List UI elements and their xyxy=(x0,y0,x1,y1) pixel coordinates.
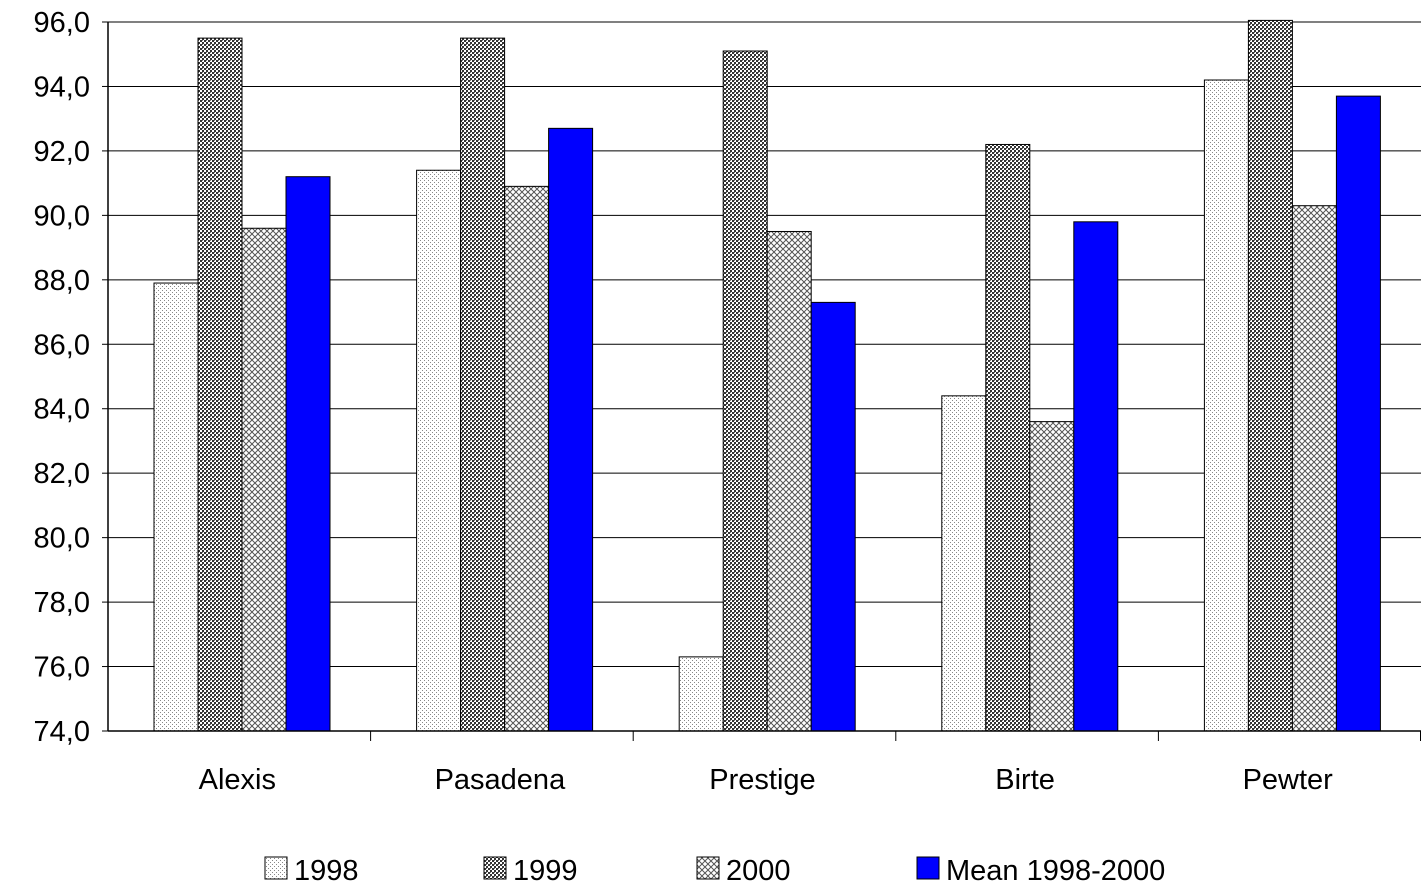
bar-1998-pewter xyxy=(1203,79,1249,732)
y-tick-label: 92,0 xyxy=(34,136,90,168)
legend-label: Mean 1998-2000 xyxy=(946,855,1165,887)
legend-label: 1998 xyxy=(294,855,359,887)
legend-label: 1999 xyxy=(513,855,578,887)
legend-swatch-1998 xyxy=(264,856,288,880)
bar-2000-pewter xyxy=(1291,205,1337,732)
legend-label: 2000 xyxy=(726,855,791,887)
y-tick-label: 74,0 xyxy=(34,716,90,748)
bar-1999-alexis xyxy=(197,37,243,732)
bar-1999-prestige xyxy=(722,50,768,732)
y-tick-label: 86,0 xyxy=(34,329,90,361)
bars xyxy=(153,19,1381,732)
x-category-label: Alexis xyxy=(199,764,276,796)
y-tick-label: 80,0 xyxy=(34,523,90,555)
bar-1998-prestige xyxy=(678,656,724,732)
x-category-labels: Alexis Pasadena Prestige Birte Pewter xyxy=(199,764,1334,796)
bar-mean-1998-2000-birte xyxy=(1073,221,1119,732)
bar-mean-1998-2000-alexis xyxy=(285,176,331,732)
bar-2000-alexis xyxy=(241,227,287,732)
bar-1998-birte xyxy=(941,395,987,732)
bar-mean-1998-2000-pasadena xyxy=(548,127,594,732)
bar-mean-1998-2000-prestige xyxy=(810,301,856,732)
y-tick-label: 96,0 xyxy=(34,7,90,39)
bar-1999-pewter xyxy=(1247,19,1293,732)
y-tick-label: 84,0 xyxy=(34,394,90,426)
bar-1999-pasadena xyxy=(460,37,506,732)
bar-mean-1998-2000-pewter xyxy=(1335,95,1381,732)
y-tick-label: 94,0 xyxy=(34,71,90,103)
x-category-label: Prestige xyxy=(709,764,815,796)
y-tick-label: 78,0 xyxy=(34,587,90,619)
y-tick-labels: 74,0 76,0 78,0 80,0 82,0 84,0 86,0 88,0 90,0 92,0… xyxy=(34,7,90,748)
y-tick-label: 76,0 xyxy=(34,652,90,684)
legend: 1998 1999 2000 Mean 1998-2000 xyxy=(264,855,1165,887)
legend-swatch-1999 xyxy=(483,856,507,880)
x-category-label: Birte xyxy=(995,764,1055,796)
legend-swatch-2000 xyxy=(696,856,720,880)
bar-1998-pasadena xyxy=(416,169,462,732)
legend-swatch-mean-1998-2000 xyxy=(916,856,940,880)
x-category-label: Pasadena xyxy=(435,764,566,796)
y-tick-label: 90,0 xyxy=(34,200,90,232)
bar-1999-birte xyxy=(985,143,1031,732)
bar-1998-alexis xyxy=(153,282,199,732)
axes xyxy=(102,21,1421,741)
bar-2000-birte xyxy=(1029,421,1075,732)
bar-2000-prestige xyxy=(766,230,812,732)
y-tick-label: 88,0 xyxy=(34,265,90,297)
x-category-label: Pewter xyxy=(1243,764,1334,796)
bar-2000-pasadena xyxy=(504,185,550,732)
y-tick-label: 82,0 xyxy=(34,458,90,490)
